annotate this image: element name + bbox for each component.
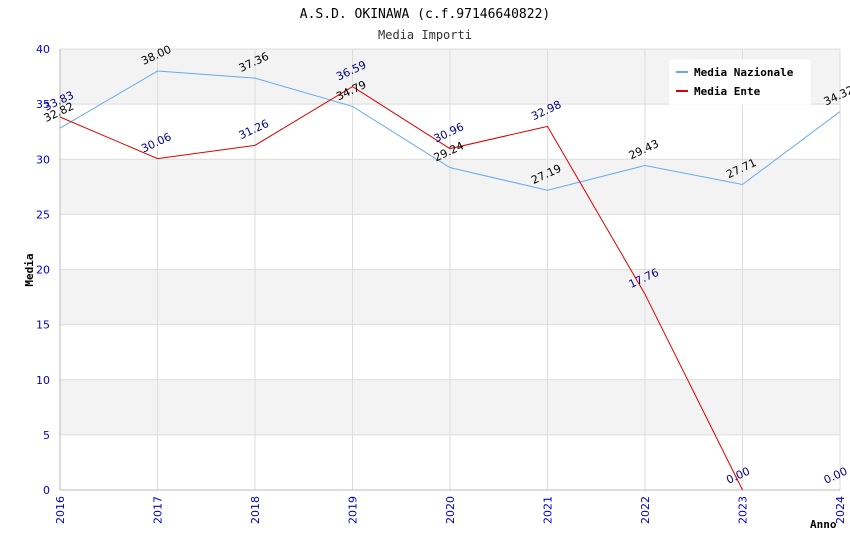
chart-subtitle: Media Importi bbox=[378, 28, 472, 42]
y-tick-label: 40 bbox=[36, 43, 50, 56]
x-tick-label: 2016 bbox=[54, 496, 67, 524]
x-tick-label: 2018 bbox=[249, 496, 262, 524]
y-tick-label: 20 bbox=[36, 264, 50, 277]
x-axis-title: Anno bbox=[810, 518, 837, 531]
series-line bbox=[59, 86, 743, 491]
series-line bbox=[59, 70, 841, 191]
y-tick-label: 25 bbox=[36, 208, 50, 221]
x-tick-label: 2017 bbox=[152, 496, 165, 524]
y-tick-label: 5 bbox=[43, 429, 50, 442]
legend-label: Media Ente bbox=[694, 85, 761, 98]
legend-box bbox=[669, 59, 811, 105]
x-tick-label: 2019 bbox=[347, 496, 360, 524]
y-tick-label: 10 bbox=[36, 374, 50, 387]
x-tick-label: 2024 bbox=[834, 496, 847, 524]
y-tick-label: 0 bbox=[43, 484, 50, 497]
y-tick-label: 30 bbox=[36, 153, 50, 166]
x-tick-label: 2023 bbox=[737, 496, 750, 524]
legend: Media Nazionale Media Ente bbox=[669, 59, 811, 105]
legend-label: Media Nazionale bbox=[694, 66, 794, 79]
x-tick-label: 2022 bbox=[639, 496, 652, 524]
y-axis-title: Media bbox=[23, 253, 36, 286]
y-tick-label: 35 bbox=[36, 98, 50, 111]
x-tick-label: 2021 bbox=[542, 496, 555, 524]
x-tick-label: 2020 bbox=[444, 496, 457, 524]
y-tick-label: 15 bbox=[36, 319, 50, 332]
chart-title: A.S.D. OKINAWA (c.f.97146640822) bbox=[300, 7, 550, 22]
